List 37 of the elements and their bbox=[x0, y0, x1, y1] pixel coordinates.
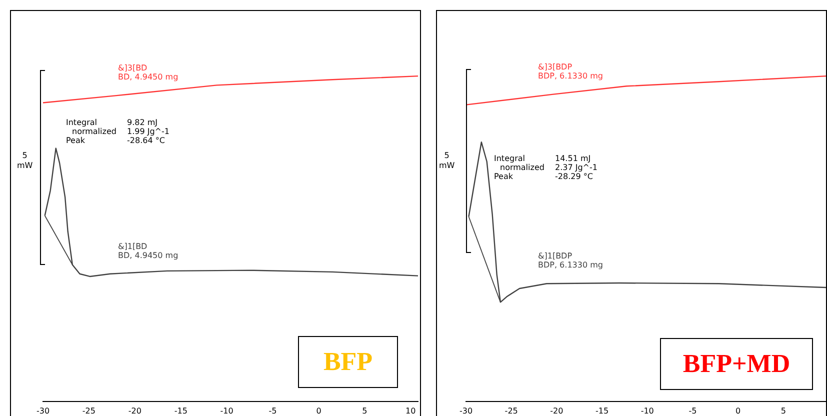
series-label: &]1[BDP BDP, 6.1330 mg bbox=[538, 252, 603, 270]
x-tick-label: -15 bbox=[174, 406, 188, 416]
annotation: Peak bbox=[494, 172, 513, 182]
x-tick-label: 0 bbox=[316, 406, 322, 416]
annotation: 9.82 mJ bbox=[127, 118, 158, 128]
annotation: normalized bbox=[500, 163, 544, 172]
x-tick-label: -5 bbox=[268, 406, 277, 416]
x-tick-label: -15 bbox=[595, 406, 609, 416]
annotation: Integral bbox=[66, 118, 97, 128]
annotation: 14.51 mJ bbox=[555, 154, 591, 164]
annotation: -28.29 °C bbox=[555, 172, 593, 182]
annotation: -28.64 °C bbox=[127, 136, 165, 146]
x-tick-label: -5 bbox=[688, 406, 697, 416]
x-tick-label: 0 bbox=[735, 406, 741, 416]
text: 5 mW bbox=[439, 151, 455, 171]
x-tick-label: -25 bbox=[82, 406, 96, 416]
x-tick-label: -25 bbox=[504, 406, 518, 416]
text: BFP+MD bbox=[660, 338, 813, 390]
annotation: Peak bbox=[66, 136, 85, 146]
x-tick-label: -20 bbox=[128, 406, 142, 416]
series-label: &]3[BDP BDP, 6.1330 mg bbox=[538, 62, 603, 80]
x-tick-label: 5 bbox=[362, 406, 368, 416]
series-label: &]1[BD BD, 4.9450 mg bbox=[118, 242, 178, 260]
x-tick-label: -10 bbox=[640, 406, 654, 416]
text: 5 mW bbox=[17, 151, 33, 171]
annotation: 1.99 Jg^-1 bbox=[127, 127, 170, 137]
x-tick-label: 10 bbox=[406, 406, 416, 416]
annotation: normalized bbox=[72, 127, 116, 136]
x-tick-label: -10 bbox=[220, 406, 234, 416]
x-tick-label: -30 bbox=[36, 406, 50, 416]
annotation: 2.37 Jg^-1 bbox=[555, 163, 598, 173]
annotation: Integral bbox=[494, 154, 525, 164]
series-label: &]3[BD BD, 4.9450 mg bbox=[118, 64, 178, 82]
x-tick-label: -20 bbox=[550, 406, 564, 416]
text: BFP bbox=[298, 336, 398, 388]
x-tick-label: -30 bbox=[459, 406, 473, 416]
x-tick-label: 5 bbox=[780, 406, 786, 416]
